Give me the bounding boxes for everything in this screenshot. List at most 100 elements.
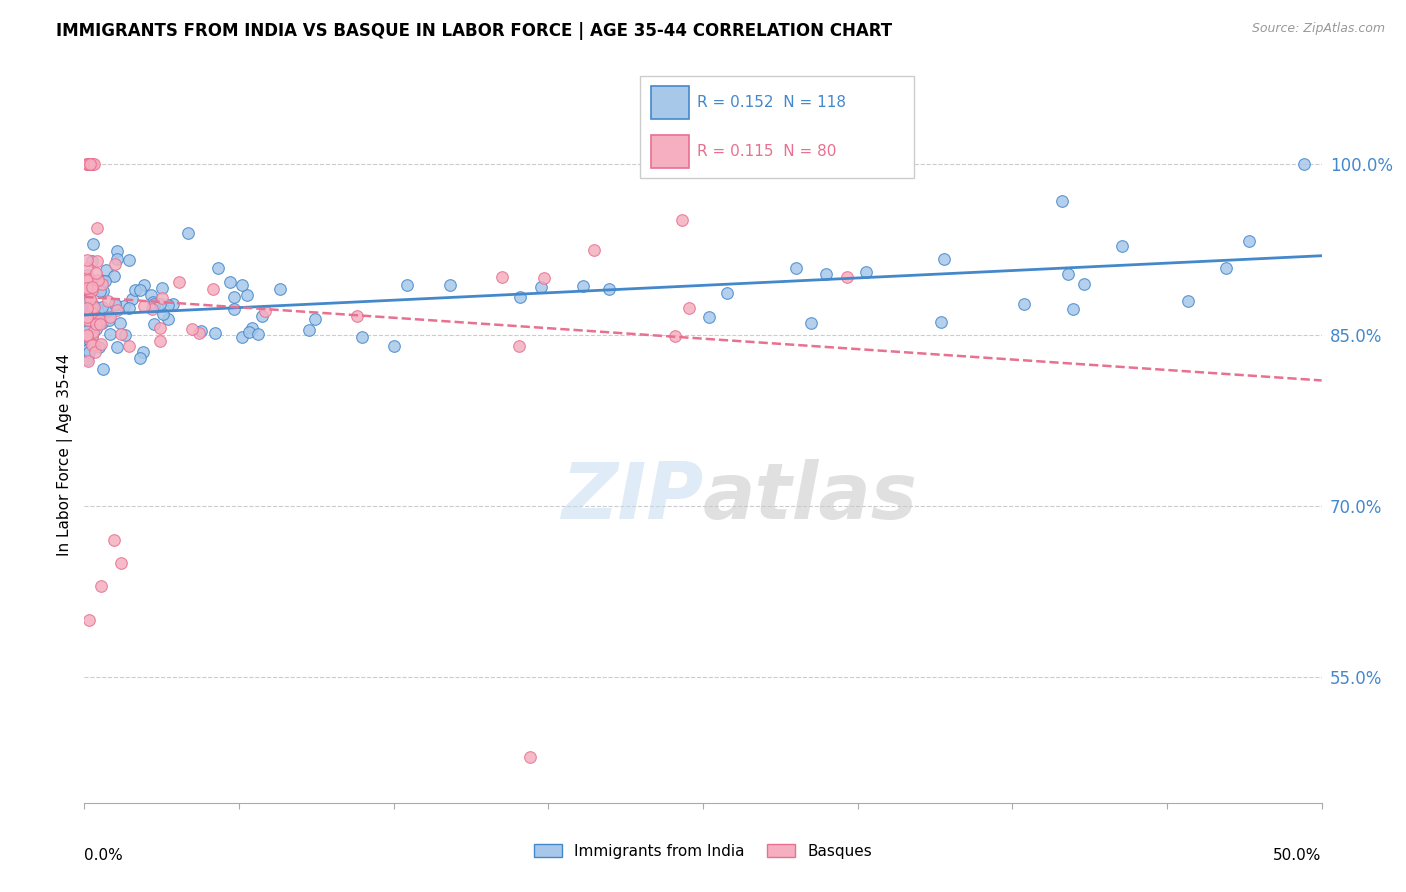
Point <box>76 157 98 171</box>
Point <box>86 312 108 326</box>
Point <box>79 157 101 171</box>
Point <box>110 326 132 341</box>
Point <box>837 269 859 284</box>
Point <box>76 318 98 333</box>
Point <box>94 274 117 288</box>
Point <box>254 303 277 318</box>
Point <box>79 293 101 308</box>
Point <box>785 260 807 275</box>
Point <box>1177 293 1199 308</box>
Point <box>76 301 98 316</box>
Text: 50.0%: 50.0% <box>1274 848 1322 863</box>
FancyBboxPatch shape <box>651 136 689 168</box>
Point <box>132 299 155 313</box>
Point <box>128 283 150 297</box>
Point <box>96 304 118 318</box>
Point <box>224 301 246 316</box>
Point <box>149 334 172 348</box>
Point <box>108 316 131 330</box>
Point <box>1215 260 1237 275</box>
Point <box>77 330 100 344</box>
Text: ZIP: ZIP <box>561 458 703 534</box>
Point <box>84 266 107 280</box>
Point <box>90 579 112 593</box>
Point <box>77 613 100 627</box>
Point <box>238 325 260 339</box>
Point <box>87 316 110 330</box>
Point <box>142 299 165 313</box>
Point <box>352 330 374 344</box>
Point <box>439 278 461 293</box>
Point <box>855 265 877 279</box>
Point <box>82 325 104 339</box>
Point <box>77 313 100 327</box>
Point <box>76 273 98 287</box>
Point <box>82 310 104 325</box>
Point <box>150 291 173 305</box>
Point <box>143 296 166 310</box>
Point <box>76 268 98 282</box>
Point <box>79 157 101 171</box>
Point <box>86 221 108 235</box>
Point <box>77 343 100 357</box>
Point <box>83 157 105 171</box>
Point <box>77 296 100 310</box>
Point <box>121 293 143 307</box>
Point <box>76 157 98 171</box>
Point <box>97 294 120 309</box>
Point <box>76 157 98 171</box>
Point <box>201 282 224 296</box>
Point <box>124 284 146 298</box>
Point <box>231 278 253 293</box>
Point <box>697 310 720 324</box>
Point <box>76 280 98 294</box>
Point <box>80 157 103 171</box>
Point <box>84 317 107 331</box>
Point <box>533 270 555 285</box>
Point <box>246 326 269 341</box>
Point <box>150 281 173 295</box>
Point <box>76 343 98 357</box>
Point <box>814 267 837 281</box>
Point <box>84 300 107 314</box>
Point <box>80 306 103 320</box>
Point <box>103 533 125 548</box>
Point <box>91 300 114 314</box>
Point <box>77 334 100 348</box>
Point <box>800 317 823 331</box>
Point <box>80 306 103 320</box>
Point <box>82 237 104 252</box>
Point <box>107 340 129 354</box>
Point <box>84 345 107 359</box>
Point <box>80 280 103 294</box>
Point <box>76 351 98 366</box>
Point <box>82 157 104 171</box>
Point <box>91 307 114 321</box>
Point <box>86 253 108 268</box>
Point <box>76 308 98 322</box>
Point <box>118 252 141 267</box>
Point <box>76 313 98 327</box>
Point <box>77 309 100 323</box>
Point <box>76 348 98 362</box>
Point <box>491 269 513 284</box>
Point <box>156 298 179 312</box>
Point <box>1237 234 1260 248</box>
Point <box>1050 194 1073 208</box>
Point <box>105 252 128 267</box>
Point <box>132 345 155 359</box>
Point <box>90 337 112 351</box>
Point <box>79 272 101 286</box>
Point <box>82 337 104 351</box>
FancyBboxPatch shape <box>651 87 689 119</box>
Point <box>76 310 98 325</box>
Point <box>177 226 200 240</box>
Point <box>1073 277 1095 292</box>
Point <box>76 338 98 352</box>
Point <box>929 315 952 329</box>
Point <box>167 275 190 289</box>
Point <box>671 213 693 227</box>
Point <box>91 316 114 330</box>
Point <box>190 324 212 338</box>
Point <box>298 324 321 338</box>
